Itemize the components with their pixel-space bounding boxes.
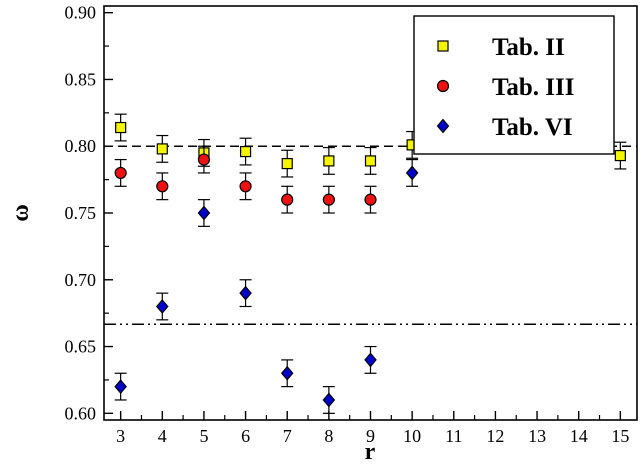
x-tick-label: 11 [445, 426, 462, 446]
data-point [197, 205, 211, 221]
y-tick-label: 0.65 [65, 337, 97, 357]
data-point [239, 145, 252, 158]
x-tick-label: 4 [158, 426, 167, 446]
data-point [197, 153, 211, 166]
x-tick-label: 12 [486, 426, 504, 446]
data-point [364, 155, 377, 167]
series-3 [114, 158, 419, 414]
series-2 [114, 145, 377, 214]
data-point [364, 352, 377, 368]
x-tick-label: 5 [199, 426, 208, 446]
y-tick-label: 0.85 [65, 69, 97, 89]
legend-marker [437, 40, 449, 52]
legend-entry: Tab. III [492, 74, 574, 101]
y-tick-label: 0.90 [65, 3, 97, 23]
data-point [614, 149, 626, 162]
x-tick-label: 6 [241, 426, 250, 446]
data-point [156, 299, 169, 314]
x-tick-label: 7 [283, 426, 292, 446]
x-tick-label: 15 [611, 426, 629, 446]
data-point [156, 180, 169, 193]
legend-entry: Tab. II [492, 34, 565, 61]
data-point [239, 285, 252, 301]
data-point [281, 157, 293, 170]
legend: Tab. II Tab. III Tab. VI [413, 15, 615, 155]
legend-marker [436, 118, 450, 134]
data-point [156, 143, 168, 155]
data-point [114, 166, 127, 180]
x-tick-label: 14 [570, 426, 588, 446]
data-point [364, 193, 377, 206]
x-tick-label: 3 [116, 426, 125, 446]
x-tick-label: 8 [324, 426, 333, 446]
data-point [114, 379, 127, 395]
y-tick-label: 0.60 [65, 403, 97, 423]
data-point [405, 165, 419, 181]
x-tick-label: 13 [528, 426, 546, 446]
data-point [323, 155, 335, 167]
data-point [322, 193, 335, 206]
y-tick-label: 0.75 [65, 203, 97, 223]
legend-marker [436, 79, 450, 93]
y-tick-label: 0.80 [65, 136, 97, 156]
x-axis-label: r [365, 439, 376, 464]
plot-area [104, 113, 637, 414]
data-point [322, 392, 336, 408]
data-point [280, 365, 294, 381]
legend-entry: Tab. VI [492, 114, 573, 141]
y-axis-label: ω [8, 204, 34, 222]
axes: 3 4 5 6 7 8 9 10 11 12 13 14 15 0.60 0.65 0.70 0.75 0.80 0… [65, 3, 638, 446]
y-tick-label: 0.70 [65, 270, 97, 290]
x-tick-label: 9 [366, 426, 375, 446]
data-point [239, 180, 252, 193]
data-point [281, 193, 294, 206]
data-point [115, 121, 127, 134]
x-tick-label: 10 [403, 426, 421, 446]
